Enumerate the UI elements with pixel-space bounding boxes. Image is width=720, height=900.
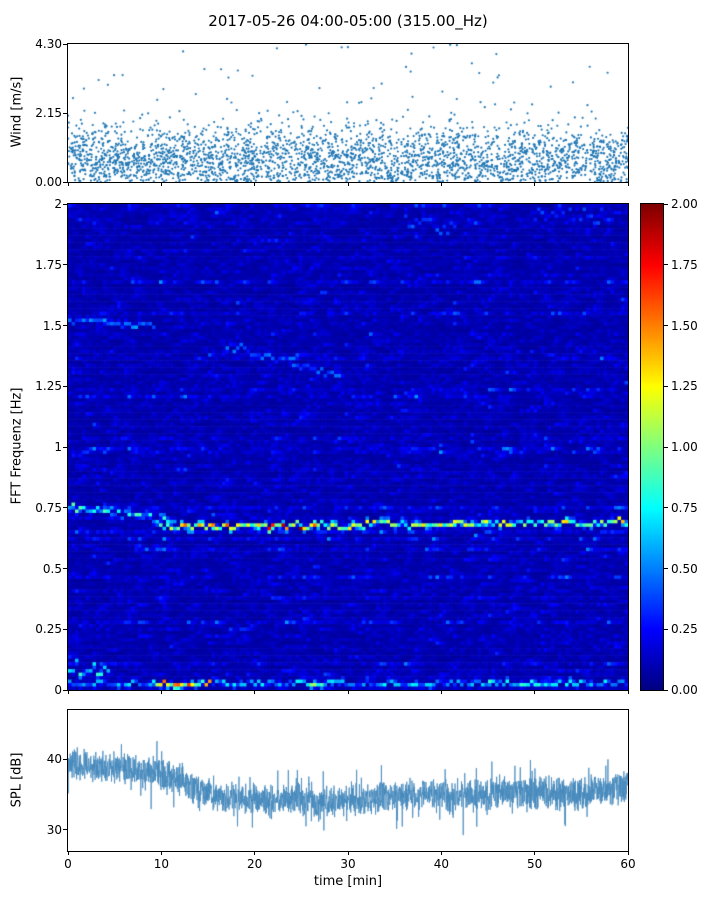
spl-canvas bbox=[68, 710, 628, 851]
spl-xtick-label: 60 bbox=[620, 857, 636, 871]
spec-ytick-label: 0.25 bbox=[35, 622, 62, 637]
spec-ytick-label: 0.75 bbox=[35, 500, 62, 515]
colorbar-tick-label: 1.75 bbox=[671, 257, 698, 272]
spec-xtick-mark bbox=[347, 690, 349, 694]
colorbar bbox=[640, 203, 664, 691]
spl-xtick-mark bbox=[160, 851, 162, 855]
spl-axes bbox=[67, 709, 629, 852]
spec-ytick-label: 0 bbox=[54, 683, 62, 697]
wind-ytick-label: 4.30 bbox=[35, 37, 62, 51]
spl-ytick-mark bbox=[63, 829, 67, 831]
colorbar-tick-mark bbox=[664, 689, 668, 691]
wind-axes bbox=[67, 43, 629, 183]
spl-xtick-label: 20 bbox=[247, 857, 263, 871]
wind-xtick-mark bbox=[160, 182, 162, 186]
wind-ytick-mark bbox=[63, 181, 67, 183]
colorbar-canvas bbox=[641, 204, 663, 690]
spl-xtick-mark bbox=[347, 851, 349, 855]
colorbar-tick-mark bbox=[664, 507, 668, 509]
colorbar-tick-label: 1.25 bbox=[671, 379, 698, 394]
colorbar-tick-mark bbox=[664, 385, 668, 387]
spec-ytick-mark bbox=[63, 385, 67, 387]
spec-ytick-mark bbox=[63, 628, 67, 630]
spec-ytick-mark bbox=[63, 568, 67, 569]
spec-ytick-mark bbox=[63, 264, 67, 266]
spec-ytick-mark bbox=[63, 446, 67, 448]
wind-ytick-label: 2.15 bbox=[35, 106, 62, 120]
spl-xtick-label: 50 bbox=[527, 857, 543, 871]
spec-ytick-mark bbox=[63, 507, 67, 509]
spl-ytick-label: 30 bbox=[46, 822, 62, 837]
spl-xtick-mark bbox=[254, 851, 256, 855]
spec-ytick-label: 1 bbox=[54, 440, 62, 454]
wind-xtick-mark bbox=[347, 182, 349, 186]
spec-xtick-mark bbox=[627, 690, 629, 694]
spectrogram-axes bbox=[67, 203, 629, 691]
spl-ytick-mark bbox=[63, 758, 67, 760]
spl-xtick-mark bbox=[67, 851, 69, 855]
spec-ytick-mark bbox=[63, 325, 67, 326]
colorbar-tick-mark bbox=[664, 203, 668, 205]
spec-ytick-label: 1.25 bbox=[35, 379, 62, 394]
colorbar-tick-label: 1.00 bbox=[671, 440, 698, 454]
colorbar-tick-label: 0.50 bbox=[671, 561, 698, 576]
colorbar-tick-label: 1.50 bbox=[671, 318, 698, 333]
spl-xtick-mark bbox=[534, 851, 536, 855]
colorbar-tick-label: 2.00 bbox=[671, 197, 698, 211]
spec-xtick-mark bbox=[254, 690, 256, 694]
wind-xtick-mark bbox=[254, 182, 256, 186]
spec-xtick-mark bbox=[534, 690, 536, 694]
spl-xtick-label: 0 bbox=[64, 857, 72, 871]
spec-ytick-label: 2 bbox=[54, 197, 62, 211]
spec-ytick-label: 0.5 bbox=[42, 561, 62, 576]
wind-ytick-mark bbox=[63, 43, 67, 45]
spec-ytick-mark bbox=[63, 689, 67, 691]
wind-xtick-mark bbox=[67, 182, 69, 186]
spl-ytick-label: 40 bbox=[46, 752, 62, 767]
spectrogram-canvas bbox=[68, 204, 628, 690]
wind-scatter-canvas bbox=[68, 44, 628, 182]
wind-xtick-mark bbox=[627, 182, 629, 186]
spl-xtick-mark bbox=[627, 851, 629, 855]
spec-xtick-mark bbox=[440, 690, 442, 694]
spec-xtick-mark bbox=[160, 690, 162, 694]
spec-xtick-mark bbox=[67, 690, 69, 694]
wind-ytick-mark bbox=[63, 112, 67, 114]
wind-xtick-mark bbox=[534, 182, 536, 186]
spec-ytick-mark bbox=[63, 203, 67, 205]
colorbar-tick-mark bbox=[664, 325, 668, 326]
wind-ytick-label: 0.00 bbox=[35, 175, 62, 189]
colorbar-tick-mark bbox=[664, 446, 668, 448]
spl-xtick-label: 10 bbox=[153, 857, 169, 871]
colorbar-tick-label: 0.25 bbox=[671, 622, 698, 637]
spl-xtick-label: 40 bbox=[433, 857, 449, 871]
colorbar-tick-mark bbox=[664, 628, 668, 630]
spec-ytick-label: 1.5 bbox=[42, 318, 62, 333]
time-xlabel: time [min] bbox=[313, 874, 383, 889]
spec-ytick-label: 1.75 bbox=[35, 257, 62, 272]
spl-xtick-label: 30 bbox=[340, 857, 356, 871]
figure-title: 2017-05-26 04:00-05:00 (315.00_Hz) bbox=[208, 12, 488, 30]
colorbar-tick-label: 0.75 bbox=[671, 500, 698, 515]
wind-xtick-mark bbox=[440, 182, 442, 186]
spl-xtick-mark bbox=[440, 851, 442, 855]
colorbar-tick-mark bbox=[664, 264, 668, 266]
colorbar-tick-label: 0.00 bbox=[671, 683, 698, 697]
colorbar-tick-mark bbox=[664, 568, 668, 569]
